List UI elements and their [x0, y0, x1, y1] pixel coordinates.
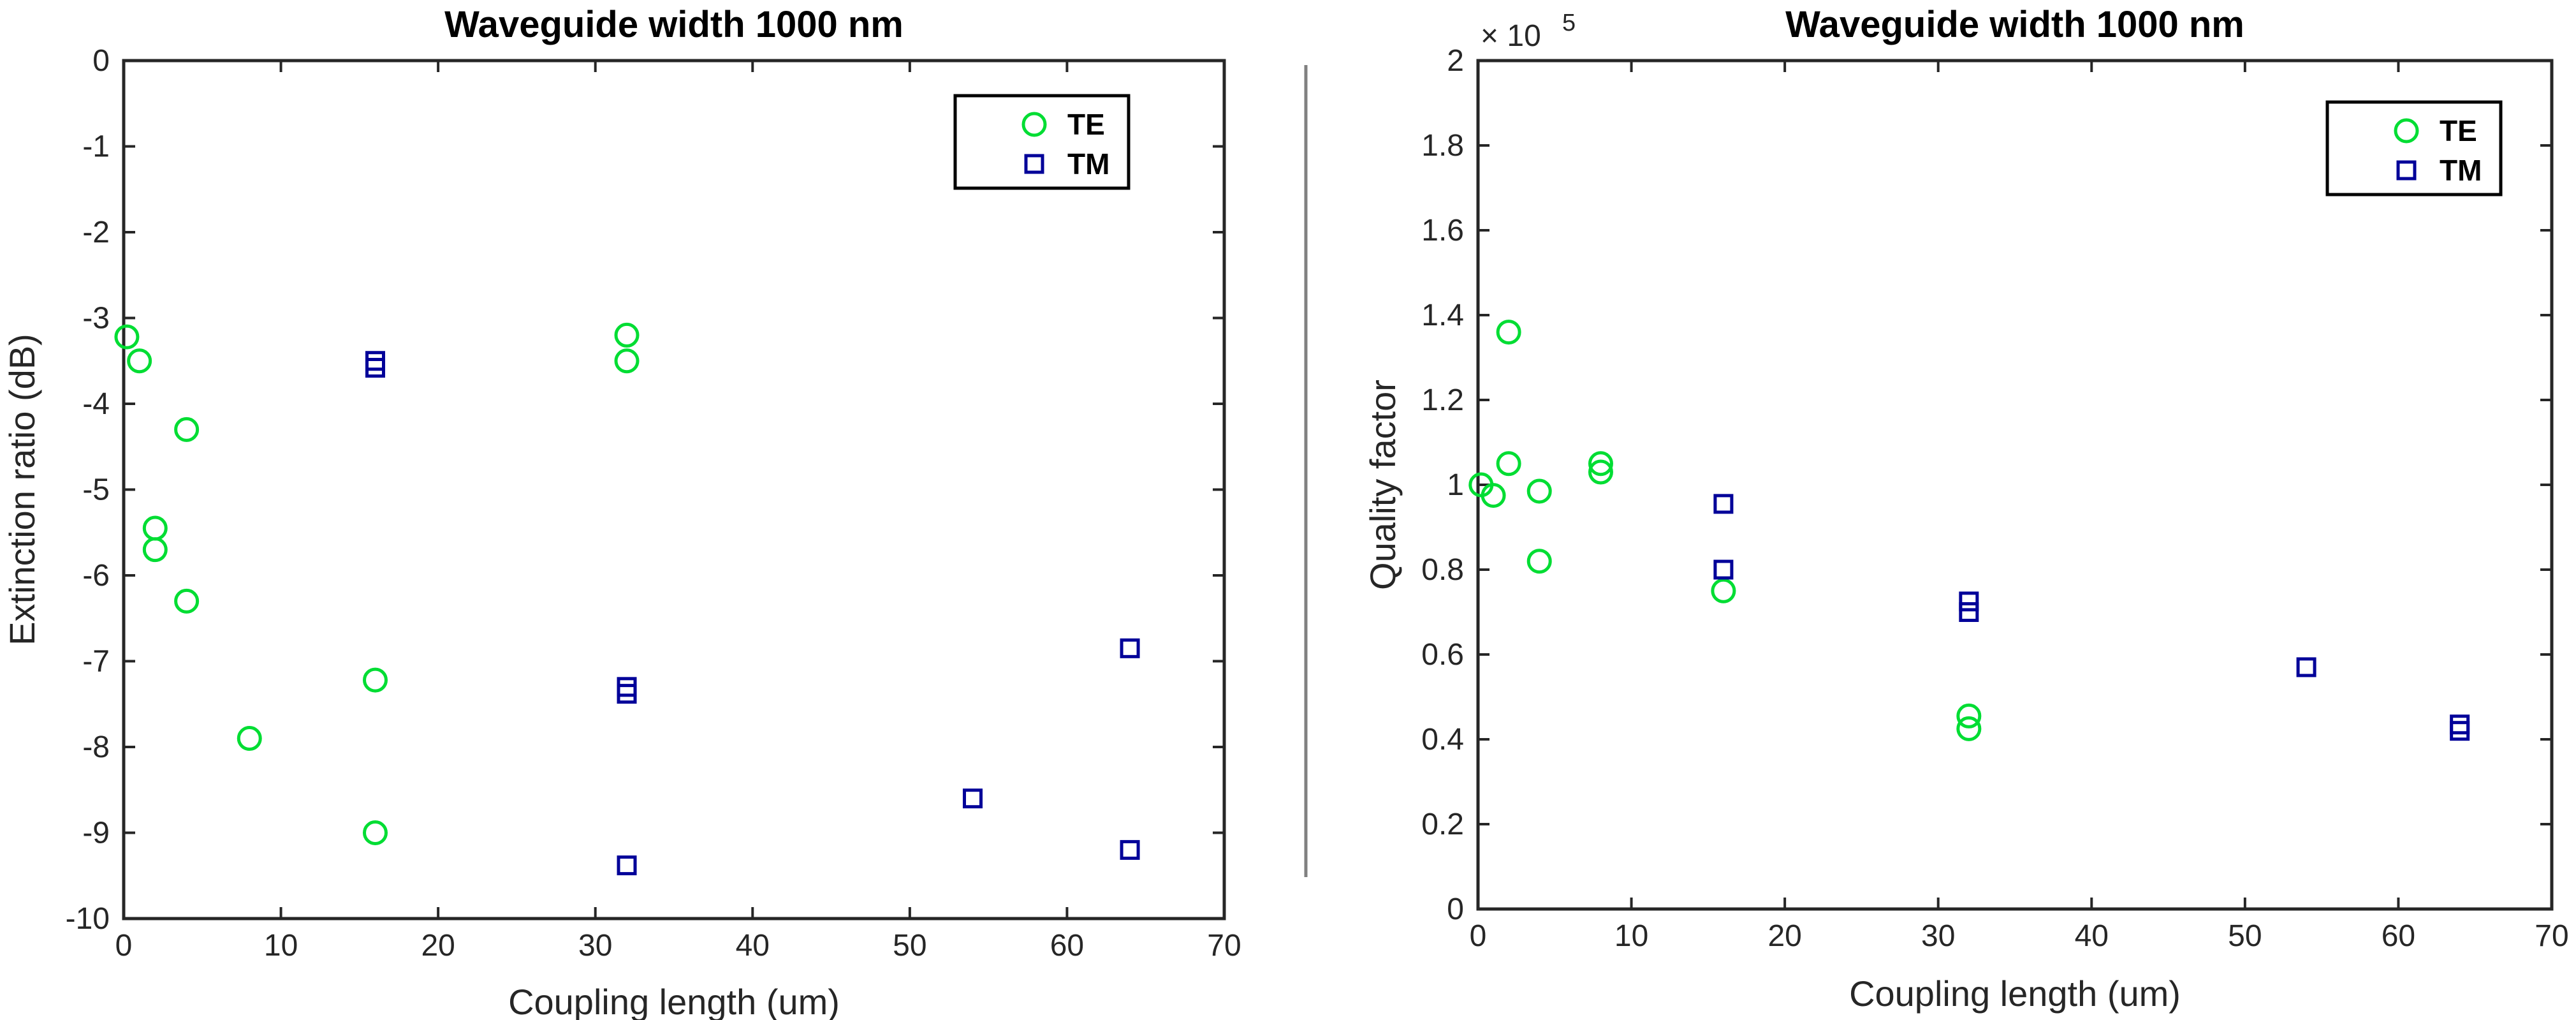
- chart-1-legend-marker-tm: [1024, 154, 1044, 174]
- chart-2-exponent-power: 5: [1562, 10, 1576, 36]
- chart-1-tm-point-8: [1120, 839, 1140, 860]
- chart-1-te-point-2: [127, 348, 152, 374]
- chart-1-te-point-6: [174, 588, 200, 614]
- chart-2-tm-point-7: [2450, 721, 2470, 741]
- chart-1-x-tick-label-7: 70: [1207, 929, 1241, 963]
- chart-2-title: Waveguide width 1000 nm: [1785, 4, 2244, 45]
- chart-2-y-tick-label-7: 1.4: [1421, 299, 1464, 332]
- chart-1-tm-point-6: [962, 788, 983, 809]
- chart-1-x-tick-label-5: 50: [893, 929, 926, 963]
- chart-2-x-tick-label-5: 50: [2228, 919, 2262, 953]
- chart-2-y-tick-label-3: 0.6: [1421, 638, 1464, 672]
- chart-1-y-tick-label-1: -1: [82, 130, 110, 164]
- chart-1-tm-point-4: [617, 684, 637, 704]
- chart-1-x-tick-label-0: 0: [115, 929, 133, 963]
- chart-1-y-tick-label-2: -2: [82, 216, 110, 249]
- chart-1-te-point-5: [174, 417, 200, 442]
- chart-2-y-tick-label-10: 2: [1447, 44, 1464, 78]
- chart-1-x-tick-label-3: 30: [578, 929, 612, 963]
- chart-1-te-point-1: [114, 324, 140, 350]
- chart-1-tm-point-5: [617, 855, 637, 876]
- chart-2-tm-point-1: [1713, 494, 1734, 514]
- chart-1-tm-point-2: [365, 358, 386, 378]
- chart-1-te-point-4: [142, 537, 168, 563]
- chart-2-x-tick-label-7: 70: [2535, 919, 2568, 953]
- chart-2-y-tick-label-9: 1.8: [1421, 129, 1464, 163]
- chart-2-y-tick-label-1: 0.2: [1421, 808, 1464, 841]
- chart-2-tm-point-3: [1959, 591, 1979, 612]
- chart-2-x-axis-label: Coupling length (um): [1849, 973, 2181, 1014]
- chart-2-legend-label-te: TE: [2440, 114, 2477, 147]
- chart-2-te-point-2: [1481, 483, 1506, 508]
- chart-2-y-tick-label-0: 0: [1447, 892, 1464, 926]
- chart-2-x-tick-label-4: 40: [2075, 919, 2109, 953]
- chart-2-te-point-7: [1588, 451, 1613, 477]
- chart-2-y-tick-label-8: 1.6: [1421, 214, 1464, 248]
- chart-2-te-point-8: [1588, 459, 1613, 485]
- chart-1-te-point-3: [142, 515, 168, 541]
- chart-1-x-tick-label-4: 40: [736, 929, 770, 963]
- chart-1-te-point-10: [614, 322, 640, 348]
- chart-2-x-tick-label-1: 10: [1614, 919, 1648, 953]
- chart-2-te-point-9: [1711, 578, 1736, 603]
- chart-2-x-tick-label-0: 0: [1470, 919, 1487, 953]
- chart-1-legend-marker-te: [1021, 112, 1047, 137]
- chart-2-exponent-prefix: × 10: [1481, 19, 1541, 53]
- chart-2-y-tick-label-6: 1.2: [1421, 383, 1464, 417]
- chart-1-y-tick-label-3: -3: [82, 302, 110, 336]
- chart-2-y-tick-label-2: 0.4: [1421, 723, 1464, 757]
- chart-2-tm-point-6: [2450, 714, 2470, 735]
- chart-1-te-point-8: [363, 667, 388, 693]
- chart-2-tm-point-2: [1713, 559, 1734, 580]
- chart-2-te-point-11: [1956, 716, 1982, 741]
- chart-1-x-axis-label: Coupling length (um): [508, 982, 840, 1020]
- chart-2-legend-marker-tm: [2396, 160, 2417, 181]
- chart-1-y-tick-label-0: 0: [92, 44, 110, 78]
- chart-2-te-point-5: [1526, 478, 1552, 504]
- chart-1-y-tick-label-9: -9: [82, 817, 110, 850]
- chart-2-y-tick-label-5: 1: [1447, 468, 1464, 502]
- chart-2-te-point-3: [1496, 320, 1521, 345]
- chart-2-x-tick-label-2: 20: [1767, 919, 1801, 953]
- chart-2-legend-label-tm: TM: [2440, 154, 2482, 187]
- chart-2-te-point-4: [1496, 451, 1521, 477]
- chart-2-x-tick-label-3: 30: [1921, 919, 1955, 953]
- chart-2-tm-point-4: [1959, 602, 1979, 622]
- chart-2-y-tick-label-4: 0.8: [1421, 553, 1464, 587]
- chart-1-y-tick-label-4: -4: [82, 387, 110, 421]
- chart-1-y-axis-label: Extinction ratio (dB): [2, 334, 42, 646]
- chart-2-y-axis-label: Quality factor: [1363, 380, 1403, 590]
- chart-2-legend-marker-te: [2394, 118, 2419, 144]
- chart-1-te-point-9: [363, 820, 388, 845]
- chart-1-y-tick-label-8: -8: [82, 730, 110, 764]
- chart-2-tm-point-5: [2296, 657, 2316, 677]
- chart-2-te-point-6: [1526, 549, 1552, 574]
- chart-1-tm-point-7: [1120, 638, 1140, 658]
- chart-2-x-tick-label-6: 60: [2382, 919, 2415, 953]
- chart-1-y-tick-label-5: -5: [82, 473, 110, 507]
- chart-1-legend-label-tm: TM: [1067, 147, 1109, 181]
- chart-2-te-point-10: [1956, 703, 1982, 728]
- chart-1-y-tick-label-6: -6: [82, 559, 110, 593]
- chart-1-legend-label-te: TE: [1067, 108, 1105, 141]
- chart-1-te-point-11: [614, 348, 640, 374]
- chart-1-te-point-7: [237, 726, 262, 751]
- chart-1-x-tick-label-2: 20: [421, 929, 455, 963]
- chart-1-y-tick-label-10: -10: [66, 902, 110, 936]
- chart-1-y-tick-label-7: -7: [82, 645, 110, 679]
- chart-1-x-tick-label-6: 60: [1050, 929, 1084, 963]
- chart-1-x-tick-label-1: 10: [264, 929, 298, 963]
- chart-1-title: Waveguide width 1000 nm: [444, 4, 904, 45]
